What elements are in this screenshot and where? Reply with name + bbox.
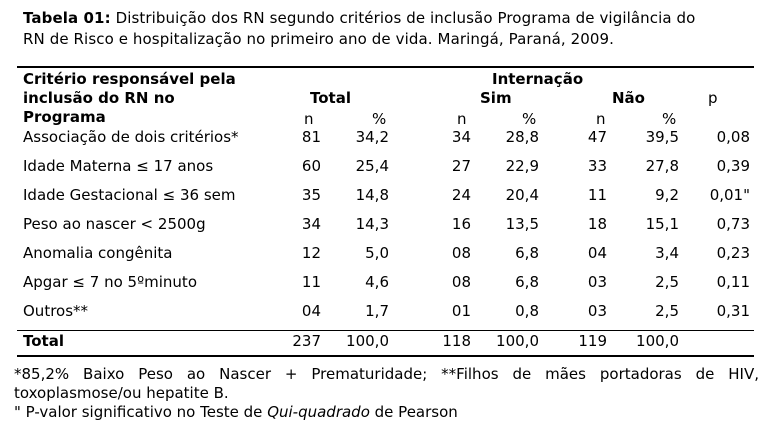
total-total-n: 237 xyxy=(292,332,321,350)
row-nao-pct: 2,5 xyxy=(655,302,679,320)
row-total-n: 04 xyxy=(301,302,321,320)
header-internacao: Internação xyxy=(492,70,584,88)
header-total-n: n xyxy=(304,110,314,128)
caption-line-2: RN de Risco e hospitalização no primeiro… xyxy=(23,30,615,48)
row-total-n: 34 xyxy=(301,215,321,233)
row-sim-pct: 22,9 xyxy=(505,157,539,175)
row-sim-n: 34 xyxy=(451,128,471,146)
row-total-pct: 5,0 xyxy=(365,244,389,262)
row-sim-n: 16 xyxy=(451,215,471,233)
footnote-line-2: toxoplasmose/ou hepatite B. xyxy=(14,384,229,402)
row-label: Outros** xyxy=(23,302,89,320)
header-p: p xyxy=(708,89,718,107)
table-row: Anomalia congênita 12 5,0 08 6,8 04 3,4 0,23 xyxy=(0,244,777,273)
footnote-line-3: " P-valor significativo no Teste de Qui-… xyxy=(14,402,759,422)
footnote-pre: " P-valor significativo no Teste de xyxy=(14,403,268,421)
row-total-pct: 34,2 xyxy=(355,128,389,146)
row-nao-n: 18 xyxy=(587,215,607,233)
row-label: Anomalia congênita xyxy=(23,244,173,262)
total-total-pct: 100,0 xyxy=(346,332,389,350)
table-row: Apgar ≤ 7 no 5ºminuto 11 4,6 08 6,8 03 2,5 0,11 xyxy=(0,273,777,302)
row-label: Associação de dois critérios* xyxy=(23,128,239,146)
row-sim-n: 27 xyxy=(451,157,471,175)
caption-label: Tabela 01: xyxy=(23,9,111,27)
row-p: 0,31 xyxy=(716,302,750,320)
row-total-n: 81 xyxy=(301,128,321,146)
row-p: 0,01" xyxy=(709,186,750,204)
row-p: 0,39 xyxy=(716,157,750,175)
header-sim-n: n xyxy=(457,110,467,128)
header-total: Total xyxy=(310,89,351,107)
table-total-rule xyxy=(17,330,754,331)
row-nao-n: 33 xyxy=(587,157,607,175)
total-nao-n: 119 xyxy=(578,332,607,350)
row-label: Apgar ≤ 7 no 5ºminuto xyxy=(23,273,197,291)
row-total-n: 60 xyxy=(301,157,321,175)
row-p: 0,11 xyxy=(716,273,750,291)
row-total-n: 35 xyxy=(301,186,321,204)
table-total-row: Total 237 100,0 118 100,0 119 100,0 xyxy=(0,332,777,361)
total-nao-pct: 100,0 xyxy=(636,332,679,350)
row-sim-n: 08 xyxy=(451,273,471,291)
row-total-pct: 14,8 xyxy=(355,186,389,204)
table-row: Idade Gestacional ≤ 36 sem 35 14,8 24 20,4 11… xyxy=(0,186,777,215)
row-nao-n: 03 xyxy=(587,273,607,291)
row-total-n: 12 xyxy=(301,244,321,262)
table-row: Outros** 04 1,7 01 0,8 03 2,5 0,31 xyxy=(0,302,777,331)
row-sim-n: 01 xyxy=(451,302,471,320)
header-total-pct: % xyxy=(372,110,387,128)
row-nao-n: 47 xyxy=(587,128,607,146)
row-total-pct: 1,7 xyxy=(365,302,389,320)
header-criterion-line-3: Programa xyxy=(23,108,106,126)
row-nao-pct: 2,5 xyxy=(655,273,679,291)
header-sim-pct: % xyxy=(522,110,537,128)
table-bottom-rule xyxy=(17,355,754,357)
row-total-pct: 25,4 xyxy=(355,157,389,175)
row-total-pct: 4,6 xyxy=(365,273,389,291)
row-nao-n: 04 xyxy=(587,244,607,262)
row-sim-pct: 13,5 xyxy=(505,215,539,233)
row-total-pct: 14,3 xyxy=(355,215,389,233)
caption-text-1: Distribuição dos RN segundo critérios de… xyxy=(110,9,696,27)
table-caption: Tabela 01: Distribuição dos RN segundo c… xyxy=(23,8,758,50)
row-nao-pct: 9,2 xyxy=(655,186,679,204)
row-nao-pct: 27,8 xyxy=(645,157,679,175)
total-sim-n: 118 xyxy=(442,332,471,350)
row-sim-pct: 6,8 xyxy=(515,273,539,291)
header-criterion-line-2: inclusão do RN no xyxy=(23,89,175,107)
row-p: 0,08 xyxy=(716,128,750,146)
header-nao-n: n xyxy=(596,110,606,128)
row-total-n: 11 xyxy=(301,273,321,291)
row-sim-pct: 6,8 xyxy=(515,244,539,262)
row-nao-pct: 3,4 xyxy=(655,244,679,262)
row-nao-pct: 39,5 xyxy=(645,128,679,146)
row-label: Peso ao nascer < 2500g xyxy=(23,215,206,233)
header-nao-pct: % xyxy=(662,110,677,128)
row-sim-n: 08 xyxy=(451,244,471,262)
footnote-italic: Qui-quadrado xyxy=(267,403,370,421)
row-nao-pct: 15,1 xyxy=(645,215,679,233)
caption-line-1: Tabela 01: Distribuição dos RN segundo c… xyxy=(23,8,758,29)
footnote-post: de Pearson xyxy=(369,403,458,421)
total-sim-pct: 100,0 xyxy=(496,332,539,350)
table-row: Peso ao nascer < 2500g 34 14,3 16 13,5 18 15,1… xyxy=(0,215,777,244)
row-nao-n: 03 xyxy=(587,302,607,320)
row-nao-n: 11 xyxy=(587,186,607,204)
total-label: Total xyxy=(23,332,64,350)
row-label: Idade Materna ≤ 17 anos xyxy=(23,157,214,175)
header-sim: Sim xyxy=(480,89,512,107)
table-row: Associação de dois critérios* 81 34,2 34 28,… xyxy=(0,128,777,157)
header-criterion-line-1: Critério responsável pela xyxy=(23,70,236,88)
row-sim-n: 24 xyxy=(451,186,471,204)
header-nao: Não xyxy=(612,89,645,107)
row-p: 0,73 xyxy=(716,215,750,233)
table-top-rule xyxy=(17,66,754,68)
row-sim-pct: 20,4 xyxy=(505,186,539,204)
row-sim-pct: 28,8 xyxy=(505,128,539,146)
row-p: 0,23 xyxy=(716,244,750,262)
row-label: Idade Gestacional ≤ 36 sem xyxy=(23,186,236,204)
footnote-line-1: *85,2% Baixo Peso ao Nascer + Prematurid… xyxy=(14,365,759,383)
table-row: Idade Materna ≤ 17 anos 60 25,4 27 22,9 33 27,… xyxy=(0,157,777,186)
row-sim-pct: 0,8 xyxy=(515,302,539,320)
